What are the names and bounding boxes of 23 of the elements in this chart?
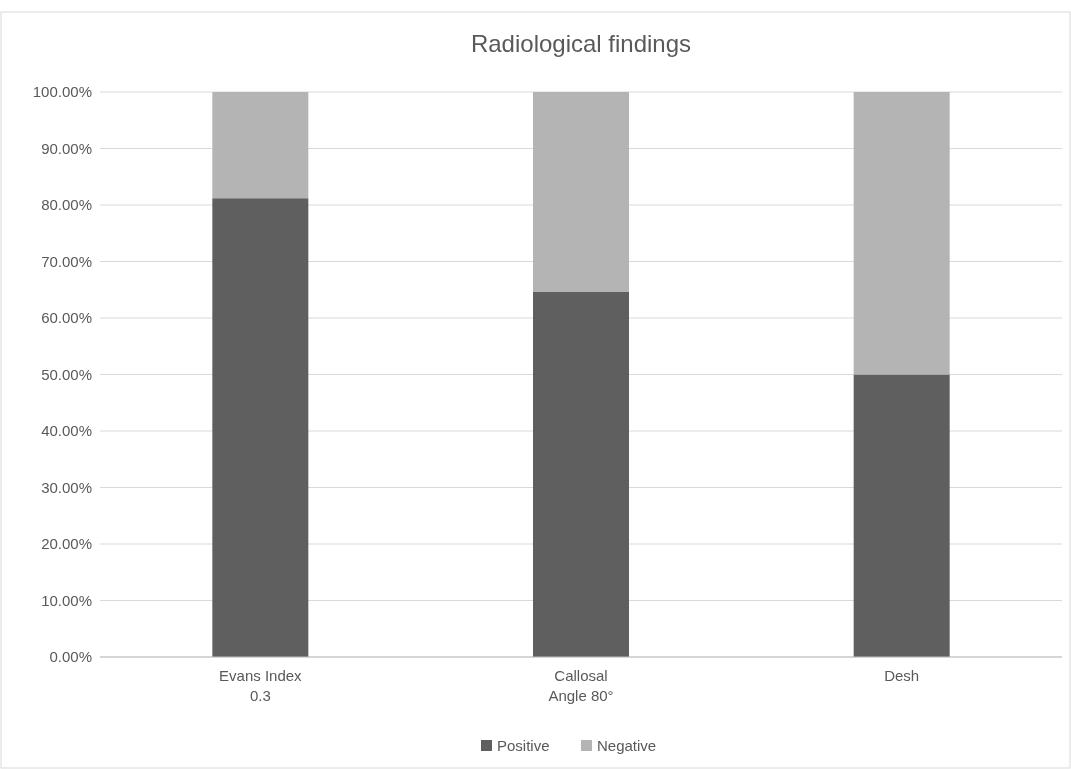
bar [533, 92, 629, 293]
y-tick-label: 90.00% [41, 139, 92, 157]
y-tick-label: 60.00% [41, 309, 92, 327]
y-tick-label: 40.00% [41, 422, 92, 440]
y-tick-label: 80.00% [41, 196, 92, 214]
y-tick-label: 0.00% [49, 648, 92, 666]
x-tick-label: Desh [884, 667, 920, 684]
y-tick-label: 30.00% [41, 478, 92, 496]
chart-title: Radiological findings [470, 30, 692, 57]
bar [533, 292, 629, 657]
bar [853, 92, 950, 375]
bar [853, 374, 950, 657]
bar [212, 92, 309, 199]
x-tick-label: Evans Index 0.3 [219, 667, 303, 704]
bar [212, 198, 309, 657]
y-tick-label: 100.00% [32, 83, 92, 101]
legend-label: Positive [497, 737, 550, 755]
legend-label: Negative [597, 737, 657, 755]
x-tick-label: Callosal Angle 80° [548, 667, 614, 704]
y-tick-label: 70.00% [41, 252, 92, 270]
y-tick-label: 10.00% [41, 591, 92, 609]
y-tick-label: 50.00% [41, 365, 92, 383]
y-tick-label: 20.00% [41, 535, 92, 553]
